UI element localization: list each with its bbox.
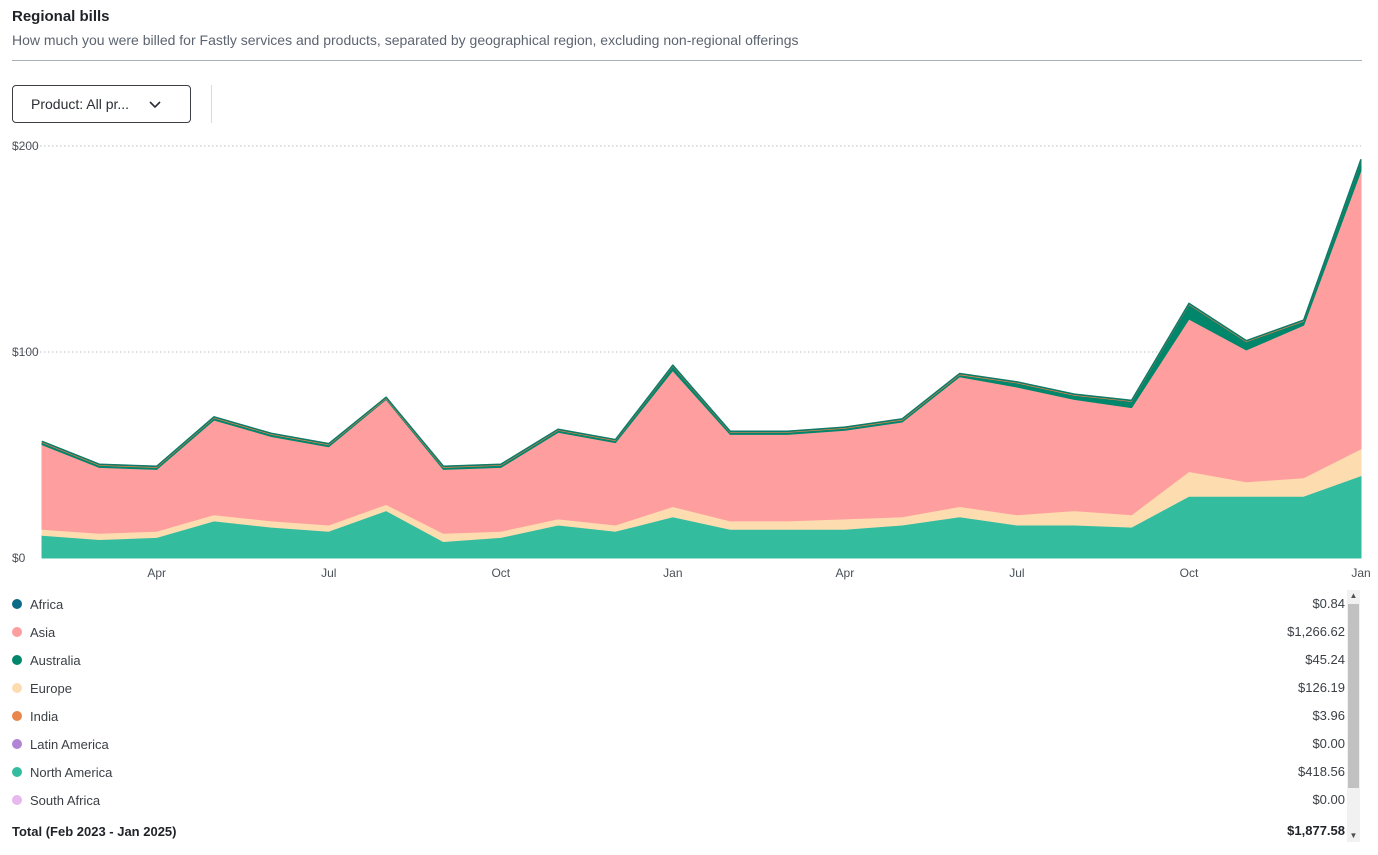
- total-label: Total (Feb 2023 - Jan 2025): [12, 823, 177, 839]
- legend-amount: $1,266.62: [1287, 624, 1345, 639]
- legend-dot-icon: [12, 627, 22, 637]
- x-tick-label: Jul: [321, 566, 336, 580]
- toolbar-separator: [211, 85, 212, 123]
- legend-item[interactable]: Asia $1,266.62: [12, 618, 1345, 646]
- x-tick-label: Jan: [663, 566, 682, 580]
- legend-item[interactable]: Latin America $0.00: [12, 730, 1345, 758]
- legend-amount: $0.00: [1312, 792, 1345, 807]
- header: Regional bills How much you were billed …: [12, 8, 1362, 49]
- x-tick-label: Jul: [1009, 566, 1024, 580]
- legend-dot-icon: [12, 767, 22, 777]
- scroll-down-icon[interactable]: ▼: [1349, 831, 1358, 840]
- x-tick-label: Oct: [1180, 566, 1199, 580]
- total-row: Total (Feb 2023 - Jan 2025) $1,877.58: [12, 817, 1345, 845]
- legend-name: India: [30, 708, 59, 724]
- x-tick-label: Apr: [836, 566, 855, 580]
- legend-scrollbar[interactable]: ▲ ▼: [1347, 590, 1360, 842]
- legend-item[interactable]: North America $418.56: [12, 758, 1345, 786]
- total-outline: [41, 159, 1362, 468]
- x-tick-label: Oct: [491, 566, 510, 580]
- legend-name: North America: [30, 764, 113, 780]
- x-tick-label: Apr: [147, 566, 166, 580]
- legend-name: Africa: [30, 596, 64, 612]
- legend-dot-icon: [12, 739, 22, 749]
- legend-name: Asia: [30, 624, 56, 640]
- scroll-up-icon[interactable]: ▲: [1349, 591, 1358, 600]
- legend-name: South Africa: [30, 792, 101, 808]
- legend-item[interactable]: Africa $0.84: [12, 590, 1345, 618]
- page-subtitle: How much you were billed for Fastly serv…: [12, 32, 799, 48]
- legend-item[interactable]: Australia $45.24: [12, 646, 1345, 674]
- legend-amount: $45.24: [1305, 652, 1345, 667]
- legend-amount: $0.00: [1312, 736, 1345, 751]
- page-title: Regional bills: [12, 8, 110, 25]
- scrollbar-thumb[interactable]: [1348, 604, 1359, 788]
- legend-item[interactable]: South Africa $0.00: [12, 786, 1345, 814]
- legend-dot-icon: [12, 599, 22, 609]
- regional-bills-chart: $0 $100 $200 Apr Jul Oct Jan Apr Jul Oct Jan: [12, 139, 1371, 580]
- y-tick-label: $200: [12, 139, 39, 153]
- legend-dot-icon: [12, 711, 22, 721]
- product-filter-dropdown[interactable]: Product: All pr...: [12, 85, 191, 123]
- legend-dot-icon: [12, 655, 22, 665]
- chevron-down-icon: [149, 101, 161, 109]
- header-divider: [12, 60, 1362, 61]
- legend-amount: $418.56: [1298, 764, 1345, 779]
- legend-amount: $3.96: [1312, 708, 1345, 723]
- legend-name: Australia: [30, 652, 81, 668]
- legend-item[interactable]: Europe $126.19: [12, 674, 1345, 702]
- product-filter-label: Product: All pr...: [31, 96, 130, 112]
- legend: Africa $0.84 Asia $1,266.62 Australia $45.24 E…: [12, 590, 1345, 814]
- legend-amount: $126.19: [1298, 680, 1345, 695]
- legend-item[interactable]: India $3.96: [12, 702, 1345, 730]
- y-tick-label: $0: [12, 551, 26, 565]
- legend-name: Europe: [30, 680, 72, 696]
- legend-dot-icon: [12, 795, 22, 805]
- legend-dot-icon: [12, 683, 22, 693]
- total-amount: $1,877.58: [1287, 823, 1345, 838]
- y-tick-label: $100: [12, 345, 39, 359]
- legend-amount: $0.84: [1312, 596, 1345, 611]
- legend-name: Latin America: [30, 736, 109, 752]
- x-tick-label: Jan: [1351, 566, 1370, 580]
